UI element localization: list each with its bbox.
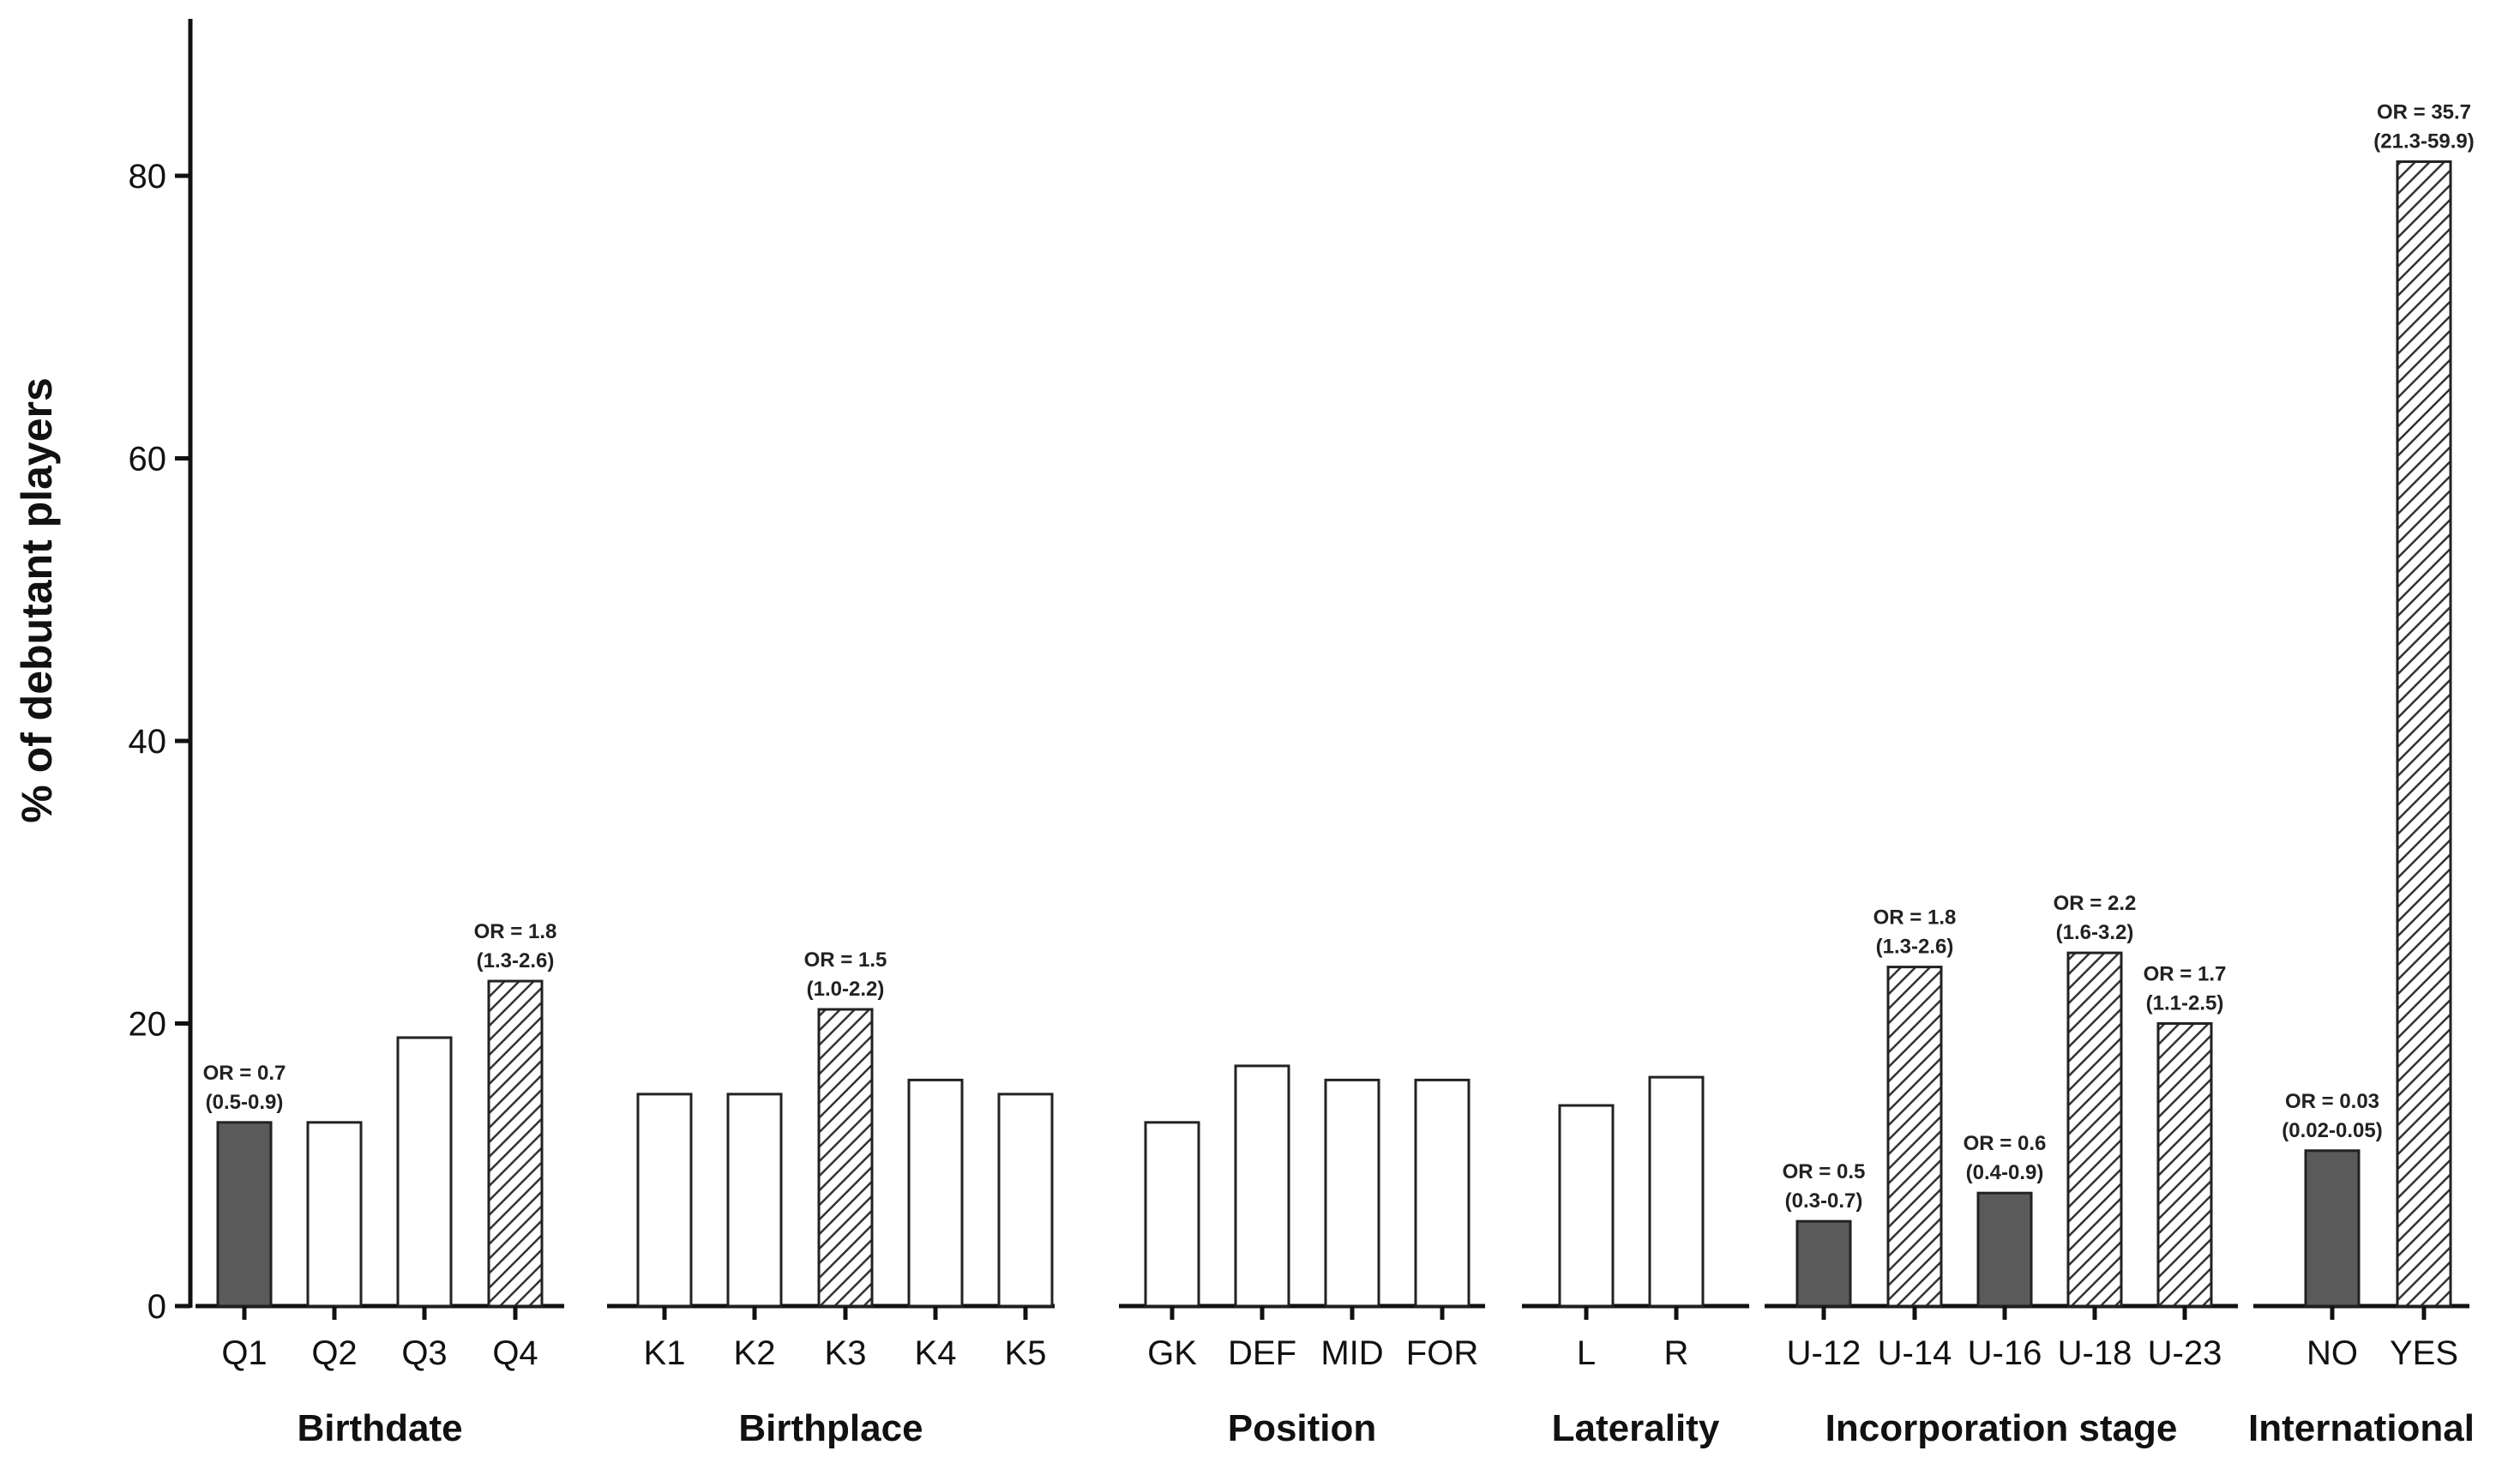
odds-ratio-label: OR = 0.03 bbox=[2285, 1090, 2379, 1113]
bar-k5 bbox=[997, 1093, 1054, 1308]
y-axis: 0 20 40 60 80 bbox=[129, 19, 193, 1326]
group-label: Incorporation stage bbox=[1825, 1407, 2178, 1449]
category-label: U-14 bbox=[1878, 1334, 1952, 1372]
bar-yes bbox=[2396, 160, 2452, 1308]
group-birthplace: K1 K2 K3 OR = 1.5 (1.0-2.2) K4 K5 Birthplace bbox=[607, 948, 1055, 1449]
group-position: GK DEF MID FOR Position bbox=[1119, 1064, 1485, 1449]
bar-gk bbox=[1144, 1121, 1200, 1308]
category-label: GK bbox=[1147, 1334, 1197, 1372]
bar-u-14 bbox=[1886, 966, 1943, 1308]
category-label: Q1 bbox=[221, 1334, 267, 1372]
category-label: U-12 bbox=[1787, 1334, 1861, 1372]
bar-for bbox=[1414, 1078, 1471, 1308]
odds-ratio-label: OR = 1.8 bbox=[474, 920, 557, 943]
category-label: K2 bbox=[734, 1334, 776, 1372]
category-label: MID bbox=[1320, 1334, 1383, 1372]
group-birthdate: Q1 OR = 0.7 (0.5-0.9) Q2 Q3 Q4 OR = 1.8 (1.3-2.… bbox=[195, 920, 564, 1449]
odds-ratio-label: OR = 1.5 bbox=[804, 948, 887, 972]
group-international: NO OR = 0.03 (0.02-0.05) YES OR = 35.7 (21.3-… bbox=[2248, 101, 2475, 1449]
category-label: DEF bbox=[1228, 1334, 1296, 1372]
category-label: U-16 bbox=[1968, 1334, 2042, 1372]
bar-u-16 bbox=[1976, 1191, 2033, 1308]
category-label: Q4 bbox=[492, 1334, 538, 1372]
odds-ratio-label: OR = 35.7 bbox=[2377, 101, 2471, 124]
odds-ratio-label: OR = 0.5 bbox=[1783, 1160, 1866, 1183]
category-label: YES bbox=[2390, 1334, 2458, 1372]
category-label: K1 bbox=[644, 1334, 686, 1372]
bar-u-23 bbox=[2156, 1022, 2213, 1308]
bar-q4 bbox=[487, 979, 544, 1308]
group-incorporation-stage: U-12 OR = 0.5 (0.3-0.7) U-14 OR = 1.8 (1.3-2.… bbox=[1765, 892, 2238, 1449]
category-label: U-18 bbox=[2058, 1334, 2132, 1372]
odds-ratio-label: OR = 0.6 bbox=[1964, 1132, 2047, 1155]
confidence-interval-label: (1.3-2.6) bbox=[1876, 936, 1954, 959]
bar-def bbox=[1234, 1064, 1290, 1308]
bar-k2 bbox=[726, 1093, 783, 1308]
bar-q2 bbox=[306, 1121, 363, 1308]
bar-q3 bbox=[396, 1036, 453, 1308]
bar-q1 bbox=[216, 1121, 273, 1308]
confidence-interval-label: (21.3-59.9) bbox=[2373, 130, 2474, 154]
bar-mid bbox=[1324, 1078, 1380, 1308]
group-label: Laterality bbox=[1552, 1407, 1720, 1449]
y-axis-label: % of debutant players bbox=[13, 377, 61, 823]
category-label: U-23 bbox=[2148, 1334, 2222, 1372]
category-label: K3 bbox=[825, 1334, 867, 1372]
odds-ratio-label: OR = 1.8 bbox=[1873, 906, 1957, 930]
y-tick-label: 80 bbox=[129, 158, 167, 196]
bar-r bbox=[1648, 1075, 1705, 1308]
group-label: International bbox=[2248, 1407, 2475, 1449]
category-label: Q2 bbox=[311, 1334, 357, 1372]
bar-u-18 bbox=[2066, 951, 2123, 1308]
category-label: FOR bbox=[1406, 1334, 1478, 1372]
odds-ratio-label: OR = 0.7 bbox=[203, 1062, 286, 1085]
confidence-interval-label: (1.3-2.6) bbox=[477, 949, 555, 972]
group-label: Birthdate bbox=[297, 1407, 462, 1449]
category-label: L bbox=[1577, 1334, 1596, 1372]
odds-ratio-label: OR = 1.7 bbox=[2144, 963, 2227, 986]
category-label: R bbox=[1664, 1334, 1689, 1372]
y-tick-label: 40 bbox=[129, 723, 167, 761]
bar-groups: Q1 OR = 0.7 (0.5-0.9) Q2 Q3 Q4 OR = 1.8 (1.3-2.… bbox=[195, 101, 2475, 1449]
confidence-interval-label: (1.6-3.2) bbox=[2056, 921, 2134, 944]
confidence-interval-label: (0.5-0.9) bbox=[206, 1091, 284, 1114]
y-tick-label: 60 bbox=[129, 441, 167, 479]
group-laterality: L R Laterality bbox=[1522, 1075, 1749, 1449]
confidence-interval-label: (0.3-0.7) bbox=[1785, 1189, 1863, 1213]
confidence-interval-label: (0.02-0.05) bbox=[2282, 1119, 2382, 1142]
bar-k4 bbox=[907, 1078, 964, 1308]
confidence-interval-label: (1.1-2.5) bbox=[2146, 992, 2224, 1015]
bar-no bbox=[2304, 1149, 2361, 1308]
category-label: Q3 bbox=[401, 1334, 447, 1372]
y-tick-label: 0 bbox=[147, 1288, 166, 1326]
category-label: K5 bbox=[1005, 1334, 1047, 1372]
bar-k1 bbox=[636, 1093, 693, 1308]
group-label: Position bbox=[1228, 1407, 1377, 1449]
category-label: K4 bbox=[915, 1334, 957, 1372]
bar-u-12 bbox=[1795, 1219, 1852, 1308]
odds-ratio-label: OR = 2.2 bbox=[2054, 892, 2137, 915]
bar-k3 bbox=[817, 1008, 874, 1308]
confidence-interval-label: (1.0-2.2) bbox=[807, 978, 885, 1001]
category-label: NO bbox=[2306, 1334, 2358, 1372]
group-label: Birthplace bbox=[738, 1407, 923, 1449]
y-tick-label: 20 bbox=[129, 1006, 167, 1044]
confidence-interval-label: (0.4-0.9) bbox=[1966, 1161, 2044, 1184]
bar-l bbox=[1558, 1104, 1615, 1308]
